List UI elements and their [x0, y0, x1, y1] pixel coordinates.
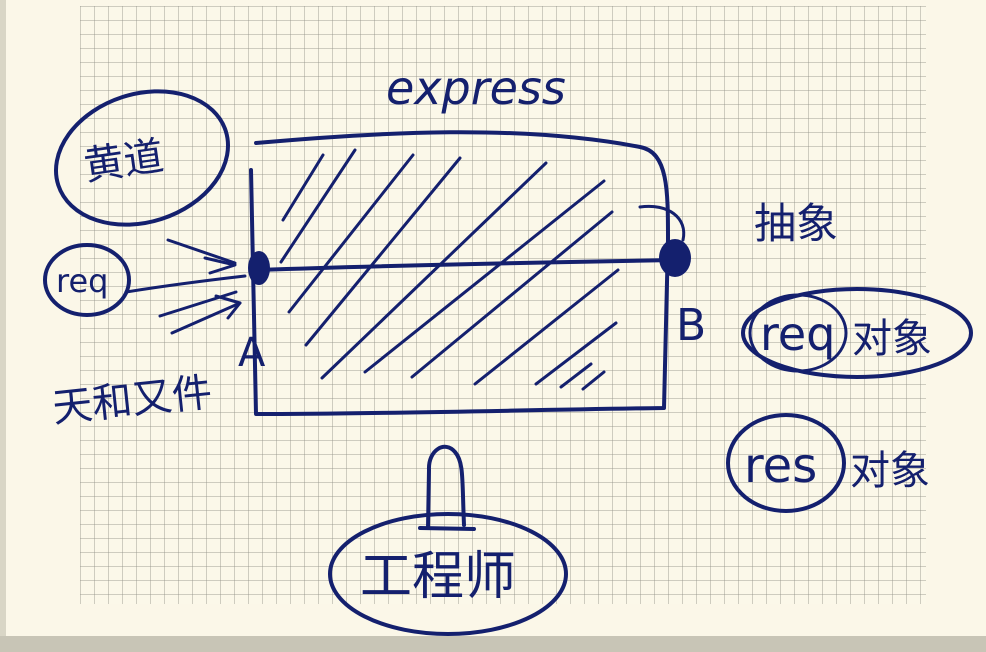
box-hatching: [279, 148, 620, 391]
left-bottom-label: 天和又件: [50, 369, 214, 431]
a-to-b-line: [256, 258, 677, 272]
right-res-suffix: 对象: [850, 448, 930, 494]
left-top-circle: [54, 89, 230, 227]
b-curl: [638, 204, 686, 242]
bottom-circle: [328, 512, 568, 636]
right-req-suffix: 对象: [852, 316, 932, 362]
right-req-label: req: [760, 307, 835, 361]
left-input-label: req: [56, 262, 108, 300]
right-res-circle: [726, 413, 846, 513]
point-a-label: A: [238, 330, 266, 376]
left-top-label: 黄道: [81, 133, 167, 190]
point-b-dot: [659, 239, 691, 277]
right-req-circle: [741, 287, 973, 379]
grid-paper: [80, 6, 926, 604]
left-req-circle: [43, 243, 131, 317]
express-box: [249, 130, 670, 416]
right-req-inner-circle: [748, 293, 848, 373]
bottom-up-arrow: [418, 444, 476, 531]
point-a-dot: [248, 251, 270, 285]
point-b-label: B: [676, 300, 706, 351]
bottom-label: 工程师: [360, 547, 516, 607]
express-title: express: [386, 61, 566, 115]
bottom-edge-strip: [0, 636, 986, 652]
right-top-label: 抽象: [754, 199, 838, 248]
left-edge-strip: [0, 0, 6, 652]
input-arrows: [124, 238, 247, 335]
right-res-label: res: [744, 438, 817, 494]
